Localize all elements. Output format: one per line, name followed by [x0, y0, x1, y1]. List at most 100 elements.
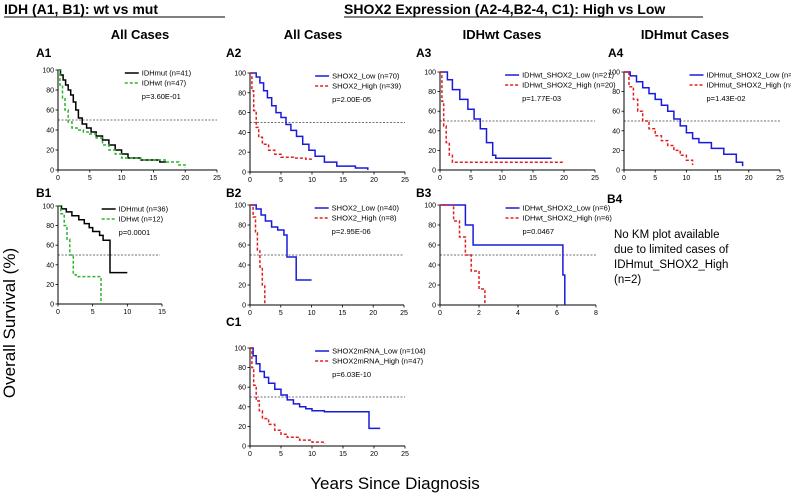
y-tick-label-a4: 80 — [612, 89, 620, 96]
x-tick-label-a4: 20 — [745, 175, 753, 182]
x-tick-label-b2: 0 — [248, 310, 252, 317]
y-tick-label-a4: 100 — [608, 70, 620, 77]
y-tick-label-b1: 80 — [46, 223, 54, 230]
y-tick-label-b2: 20 — [238, 283, 246, 290]
x-tick-label-a3: 5 — [469, 175, 473, 182]
y-tick-label-b3: 40 — [428, 263, 436, 270]
legend-label-a2-1: SHOX2_Low (n=70) — [332, 72, 400, 81]
legend-label-a1-1: IDHmut (n=41) — [142, 69, 192, 78]
panel-a4: A4 0 20 40 60 80 100 0 5 10 15 20 25 IDHmut_SHOX2_Low… — [608, 46, 791, 182]
km-curve-b1-1 — [58, 205, 128, 274]
x-tick-label-a2: 15 — [339, 177, 347, 184]
x-tick-label-b3: 4 — [516, 310, 520, 317]
x-tick-label-a3: 25 — [591, 175, 599, 182]
y-tick-label-c1: 80 — [238, 365, 246, 372]
x-tick-label-a4: 0 — [622, 175, 626, 182]
y-tick-label-a4: 20 — [612, 148, 620, 155]
y-tick-label-a2: 20 — [238, 150, 246, 157]
y-tick-label-c1: 0 — [242, 444, 246, 451]
col-title-2: All Cases — [284, 27, 343, 42]
km-curve-a4-2 — [624, 71, 694, 166]
km-curve-a2-2 — [250, 72, 313, 161]
legend-label-a4-2: IDHmut_SHOX2_High (n=14) — [707, 81, 791, 90]
y-tick-label-c1: 20 — [238, 424, 246, 431]
y-tick-label-a1: 20 — [46, 148, 54, 155]
panel-label-b1: B1 — [36, 186, 52, 200]
x-tick-label-b2: 10 — [308, 310, 316, 317]
km-curve-a3-2 — [440, 71, 564, 163]
y-tick-label-b1: 100 — [42, 204, 54, 211]
x-tick-label-b3: 6 — [555, 310, 559, 317]
legend-label-a1-2: IDHwt (n=47) — [142, 79, 187, 88]
legend-label-a2-2: SHOX2_High (n=39) — [332, 82, 401, 91]
y-tick-label-b2: 80 — [238, 223, 246, 230]
x-tick-label-b1: 10 — [123, 309, 131, 316]
x-tick-label-a1: 5 — [88, 175, 92, 182]
y-axis-label: Overall Survival (%) — [0, 248, 19, 398]
x-tick-label-b1: 0 — [56, 309, 60, 316]
b4-note-line-2: due to limited cases of — [614, 244, 729, 256]
p-value-b2: p=2.95E-06 — [332, 227, 371, 236]
x-tick-label-b1: 5 — [91, 309, 95, 316]
p-value-a4: p=1.43E-02 — [707, 94, 746, 103]
b4-note-line-3: IDHmut_SHOX2_High — [614, 259, 728, 271]
col-title-1: All Cases — [111, 27, 170, 42]
legend-label-c1-2: SHOX2mRNA_High (n=47) — [332, 357, 424, 366]
panel-label-b3: B3 — [416, 186, 432, 200]
km-curve-c1-1 — [250, 347, 381, 430]
b4-note-line-4: (n=2) — [614, 274, 641, 286]
y-tick-label-b2: 0 — [242, 303, 246, 310]
y-tick-label-a3: 80 — [428, 89, 436, 96]
km-curve-b3-1 — [440, 204, 566, 305]
y-tick-label-b3: 20 — [428, 283, 436, 290]
x-tick-label-a4: 15 — [714, 175, 722, 182]
y-tick-label-a3: 20 — [428, 148, 436, 155]
x-tick-label-a1: 15 — [150, 175, 158, 182]
legend-label-b1-1: IDHmut (n=36) — [119, 205, 169, 214]
panel-b2: B2 0 20 40 60 80 100 0 5 10 15 20 25 SHOX2_Low (n=40)… — [226, 186, 408, 317]
km-curve-a1-2 — [58, 69, 186, 168]
y-tick-label-c1: 100 — [234, 346, 246, 353]
header-idh: IDH (A1, B1): wt vs mut — [4, 1, 158, 17]
x-tick-label-b3: 2 — [477, 310, 481, 317]
p-value-a1: p=3.60E-01 — [142, 92, 181, 101]
x-tick-label-c1: 25 — [401, 451, 409, 458]
p-value-b3: p=0.0467 — [523, 227, 555, 236]
y-tick-label-a2: 100 — [234, 71, 246, 78]
y-tick-label-c1: 40 — [238, 404, 246, 411]
km-curve-b1-2 — [58, 205, 102, 304]
y-tick-label-b1: 60 — [46, 243, 54, 250]
y-tick-label-a4: 0 — [616, 168, 620, 175]
x-tick-label-a3: 10 — [498, 175, 506, 182]
panel-b1: B1 0 20 40 60 80 100 0 5 10 15 IDHmut (n=36)IDHwt (… — [36, 186, 169, 316]
legend-label-b2-1: SHOX2_Low (n=40) — [332, 204, 400, 213]
x-tick-label-c1: 15 — [339, 451, 347, 458]
y-tick-label-a3: 100 — [424, 70, 436, 77]
x-tick-label-b3: 0 — [438, 310, 442, 317]
x-tick-label-a1: 25 — [213, 175, 221, 182]
col-title-4: IDHmut Cases — [641, 27, 729, 42]
km-curve-b2-1 — [250, 204, 312, 281]
x-tick-label-a3: 0 — [438, 175, 442, 182]
y-tick-label-b3: 60 — [428, 243, 436, 250]
km-curve-c1-2 — [250, 347, 326, 444]
x-tick-label-a2: 20 — [370, 177, 378, 184]
p-value-a2: p=2.00E-05 — [332, 95, 371, 104]
panel-label-a1: A1 — [36, 46, 52, 60]
y-tick-label-b1: 40 — [46, 262, 54, 269]
y-tick-label-a3: 40 — [428, 128, 436, 135]
legend-label-b1-2: IDHwt (n=12) — [119, 215, 164, 224]
x-tick-label-a4: 10 — [683, 175, 691, 182]
y-tick-label-a1: 40 — [46, 128, 54, 135]
panel-c1: C1 0 20 40 60 80 100 0 5 10 15 20 25 SHOX2mRNA_Low (n… — [226, 315, 426, 458]
x-tick-label-a3: 15 — [529, 175, 537, 182]
y-tick-label-a3: 0 — [432, 168, 436, 175]
x-axis-label: Years Since Diagnosis — [310, 474, 479, 493]
legend-label-b3-1: IDHwt_SHOX2_Low (n=6) — [523, 204, 611, 213]
panel-label-c1: C1 — [226, 315, 242, 329]
panel-label-b2: B2 — [226, 186, 242, 200]
y-tick-label-a2: 80 — [238, 90, 246, 97]
col-title-3: IDHwt Cases — [463, 27, 542, 42]
x-tick-label-a2: 5 — [279, 177, 283, 184]
